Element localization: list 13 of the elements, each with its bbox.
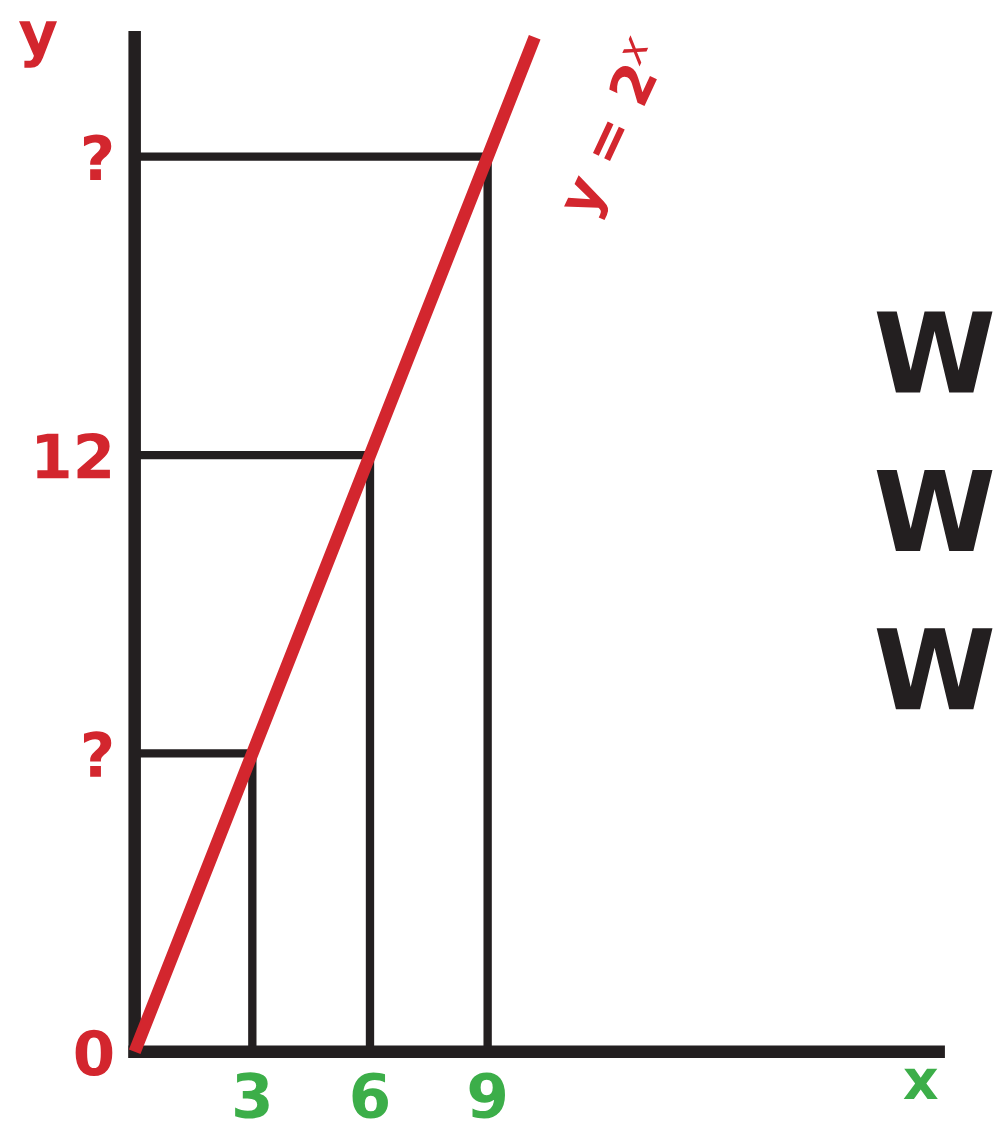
x-axis-title: x: [903, 1068, 938, 1100]
annotation: W: [876, 311, 993, 393]
annotation: W: [876, 628, 993, 710]
y-tick-label: ?: [83, 134, 112, 180]
x-tick-label: 3: [235, 1072, 269, 1119]
y-tick-label: 12: [37, 432, 110, 479]
y-tick-label: 0: [75, 1029, 113, 1076]
annotation: y = 2$^{x}$: [553, 35, 680, 225]
x-tick-label: 6: [352, 1072, 388, 1119]
x-tick-label: 9: [469, 1072, 505, 1119]
annotation: W: [876, 469, 993, 551]
y-tick-label: ?: [83, 731, 112, 777]
y-axis-title: y: [19, 21, 57, 68]
